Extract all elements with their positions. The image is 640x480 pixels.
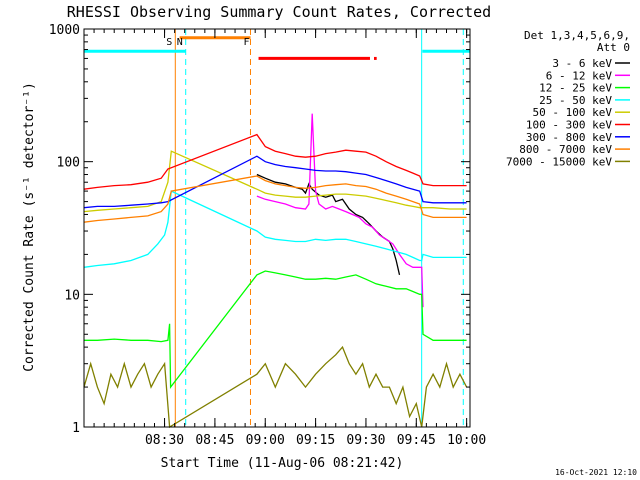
legend-label-3: 25 - 50 keV xyxy=(539,94,612,107)
legend-label-4: 50 - 100 keV xyxy=(533,106,613,119)
x-axis-label: Start Time (11-Aug-06 08:21:42) xyxy=(161,456,404,471)
x-tick-label: 09:45 xyxy=(397,433,436,448)
x-tick-label: 09:00 xyxy=(246,433,285,448)
legend-header-line-1: Det 1,3,4,5,6,9, xyxy=(524,29,630,42)
series-line-1 xyxy=(256,113,424,308)
x-tick-label: 10:00 xyxy=(447,433,486,448)
y-tick-label: 10 xyxy=(64,288,80,303)
legend-header-line-2: Att 0 xyxy=(597,41,630,54)
series-line-2 xyxy=(84,270,467,389)
legend-label-1: 6 - 12 keV xyxy=(546,69,613,82)
y-tick-label: 1 xyxy=(72,421,80,436)
legend-label-8: 7000 - 15000 keV xyxy=(506,155,612,168)
plot-frame xyxy=(83,28,471,428)
y-axis: 1 10 100 1000 xyxy=(49,23,470,436)
legend-label-5: 100 - 300 keV xyxy=(526,119,612,132)
flag-label-n: N xyxy=(177,37,183,48)
flag-label-f: F xyxy=(243,37,249,48)
legend-label-6: 300 - 800 keV xyxy=(526,131,612,144)
x-tick-label: 08:30 xyxy=(145,433,184,448)
series-line-6 xyxy=(83,155,467,209)
chart-title: RHESSI Observing Summary Count Rates, Co… xyxy=(67,3,491,21)
series-line-4 xyxy=(83,150,467,213)
y-axis-label: Corrected Count Rate (s⁻¹ detector⁻¹) xyxy=(22,82,37,372)
legend-label-7: 800 - 7000 keV xyxy=(519,143,612,156)
x-tick-label: 08:45 xyxy=(195,433,234,448)
x-tick-label: 09:30 xyxy=(346,433,385,448)
y-tick-label: 1000 xyxy=(49,23,80,38)
series-line-5 xyxy=(83,133,467,190)
footer-date: 16-Oct-2021 12:10 xyxy=(555,468,637,477)
x-axis: 08:30 08:45 09:00 09:15 09:30 09:45 10:00 xyxy=(93,29,486,448)
flag-label-s: S xyxy=(166,37,172,48)
legend-label-2: 12 - 25 keV xyxy=(539,82,612,95)
y-tick-label: 100 xyxy=(57,156,80,171)
series-line-7 xyxy=(83,175,467,223)
legend-label-0: 3 - 6 keV xyxy=(552,57,612,70)
series-line-3 xyxy=(83,190,467,268)
series-line-8 xyxy=(83,345,468,429)
x-tick-label: 09:15 xyxy=(296,433,335,448)
